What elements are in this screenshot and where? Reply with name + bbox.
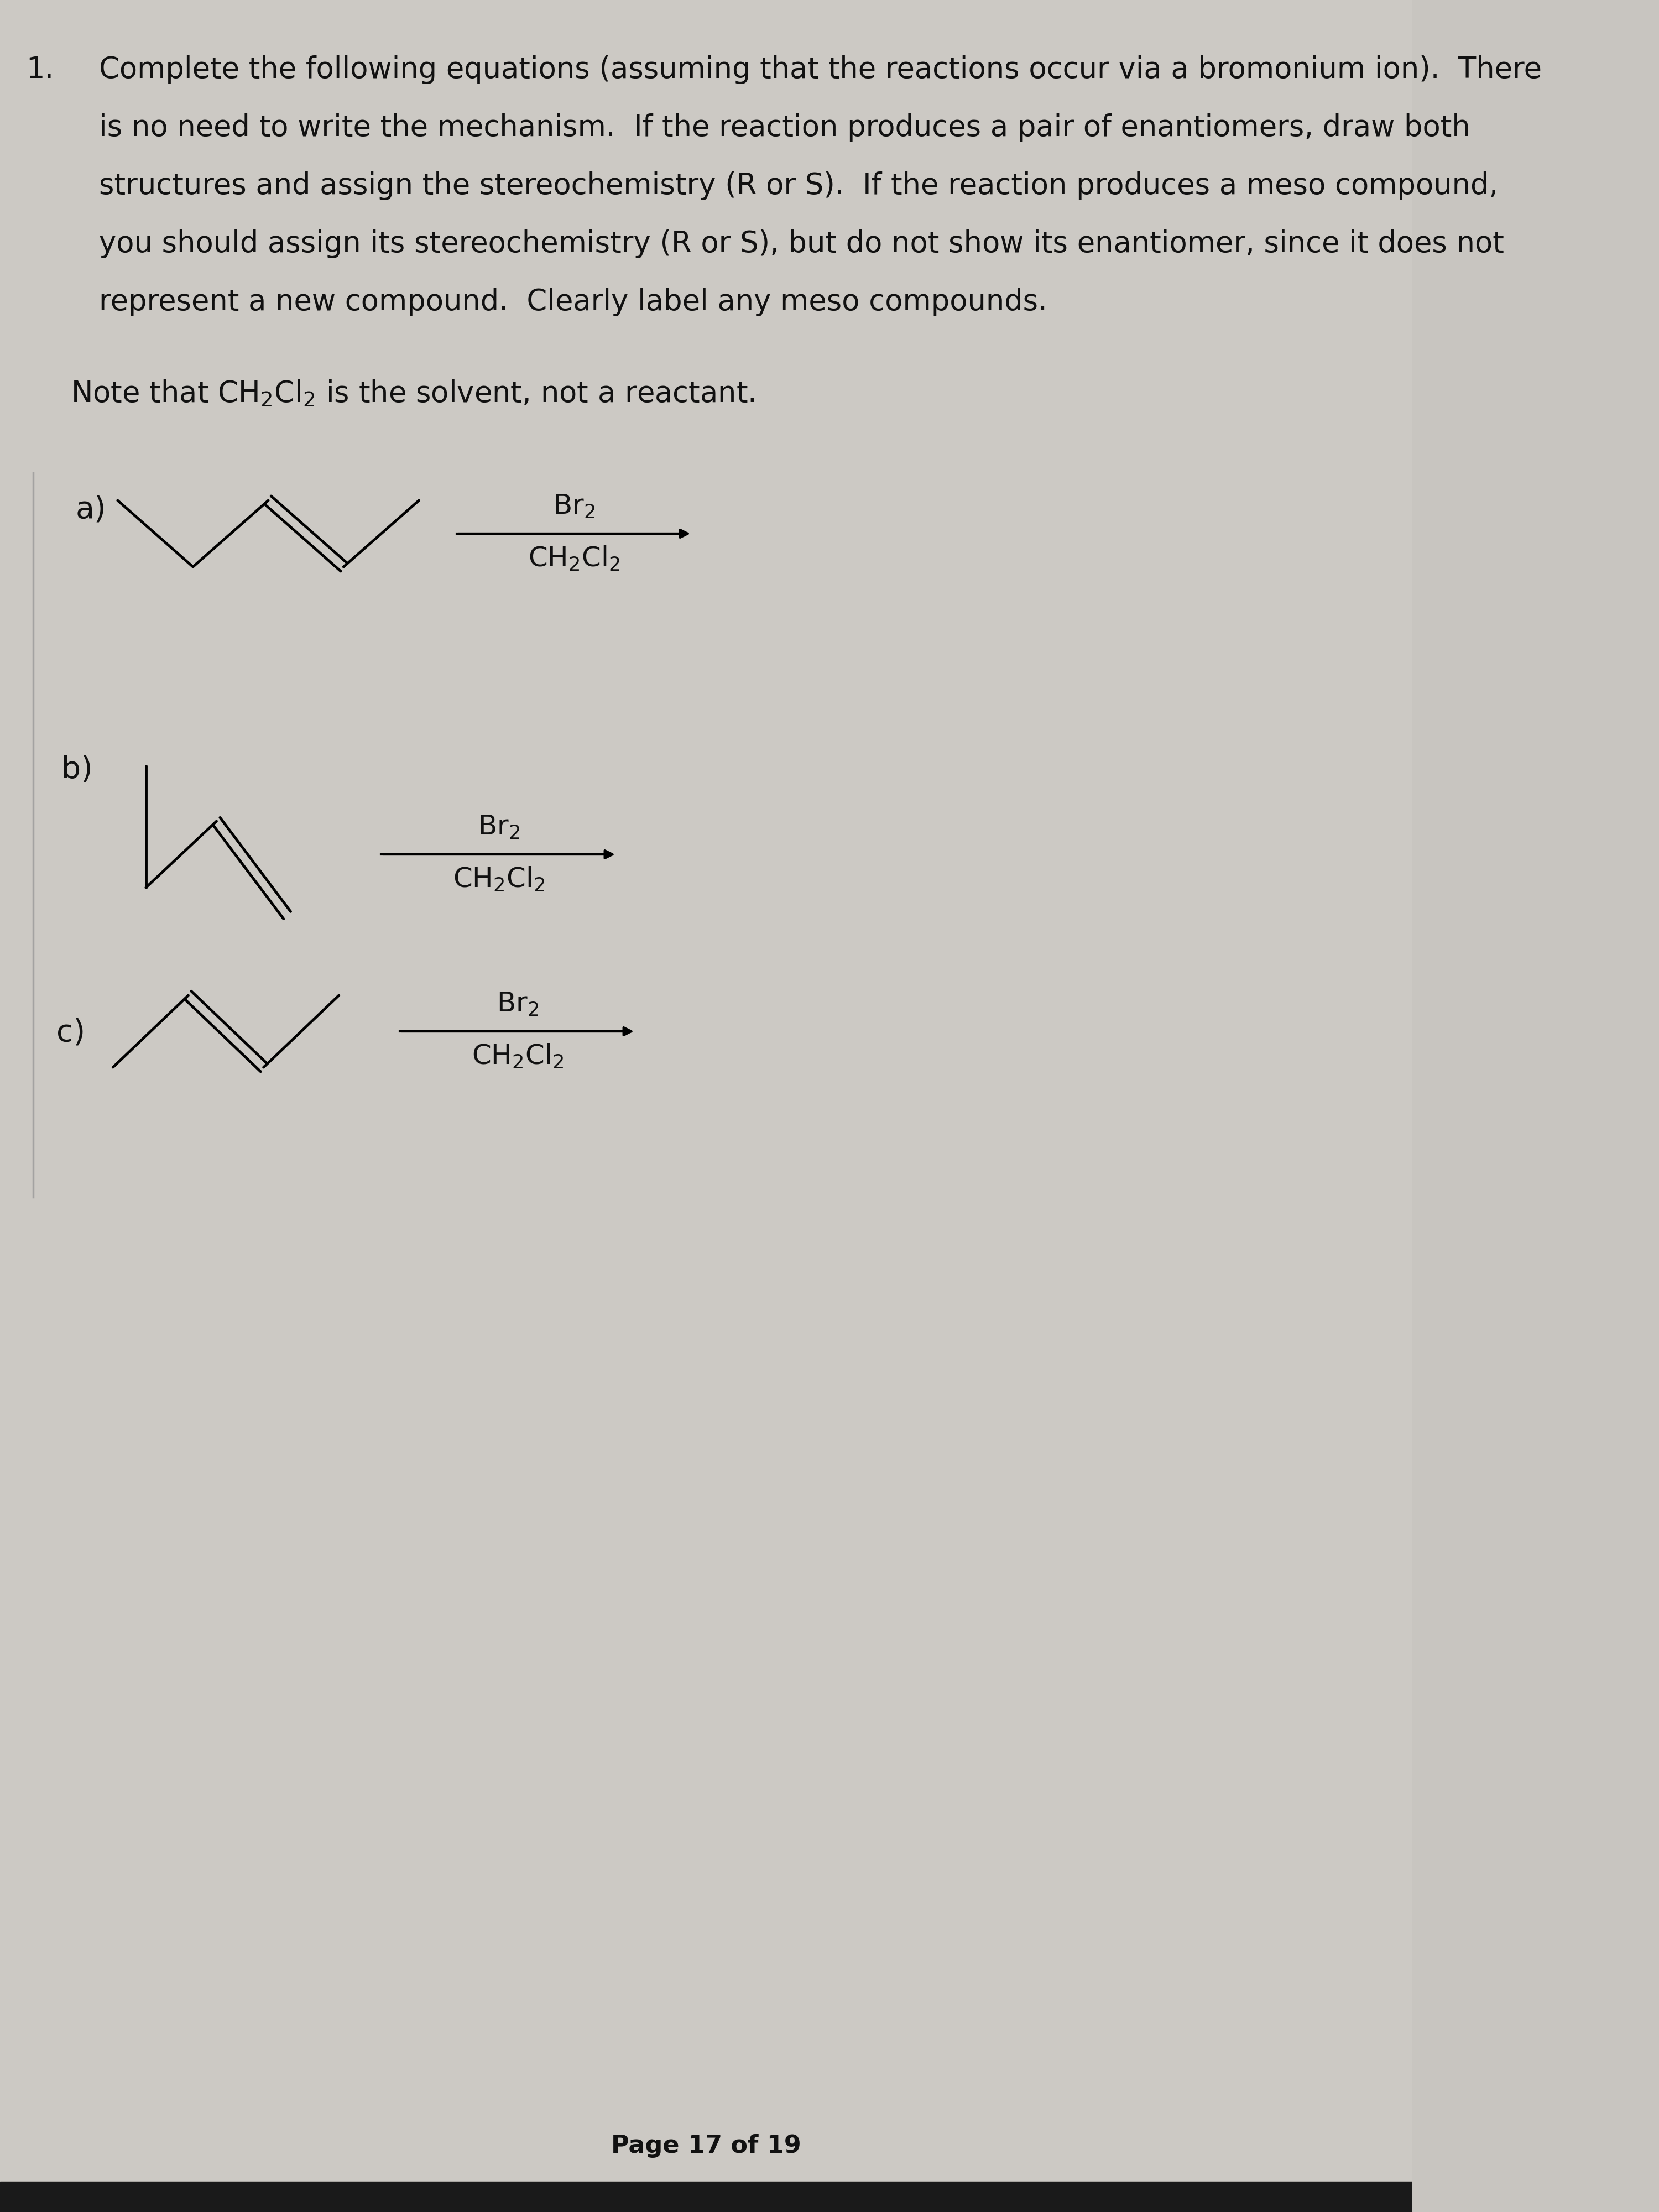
Text: Page 17 of 19: Page 17 of 19 (611, 2135, 801, 2157)
Text: is no need to write the mechanism.  If the reaction produces a pair of enantiome: is no need to write the mechanism. If th… (100, 113, 1470, 142)
Text: b): b) (61, 754, 93, 785)
Bar (0, 2181, 1412, 2212)
Text: Br$_2$: Br$_2$ (552, 493, 596, 520)
Text: you should assign its stereochemistry (R or S), but do not show its enantiomer, : you should assign its stereochemistry (R… (100, 230, 1505, 259)
Text: CH$_2$Cl$_2$: CH$_2$Cl$_2$ (528, 544, 620, 573)
Text: CH$_2$Cl$_2$: CH$_2$Cl$_2$ (471, 1042, 564, 1071)
Text: CH$_2$Cl$_2$: CH$_2$Cl$_2$ (453, 865, 546, 894)
Text: Br$_2$: Br$_2$ (478, 814, 519, 841)
Text: 1.: 1. (27, 55, 53, 84)
Text: a): a) (75, 495, 106, 524)
Text: c): c) (56, 1018, 85, 1048)
Text: represent a new compound.  Clearly label any meso compounds.: represent a new compound. Clearly label … (100, 288, 1047, 316)
Text: Note that CH$_2$Cl$_2$ is the solvent, not a reactant.: Note that CH$_2$Cl$_2$ is the solvent, n… (71, 378, 755, 409)
Text: structures and assign the stereochemistry (R or S).  If the reaction produces a : structures and assign the stereochemistr… (100, 173, 1498, 201)
Text: Complete the following equations (assuming that the reactions occur via a bromon: Complete the following equations (assumi… (100, 55, 1541, 84)
Text: Br$_2$: Br$_2$ (496, 991, 539, 1018)
